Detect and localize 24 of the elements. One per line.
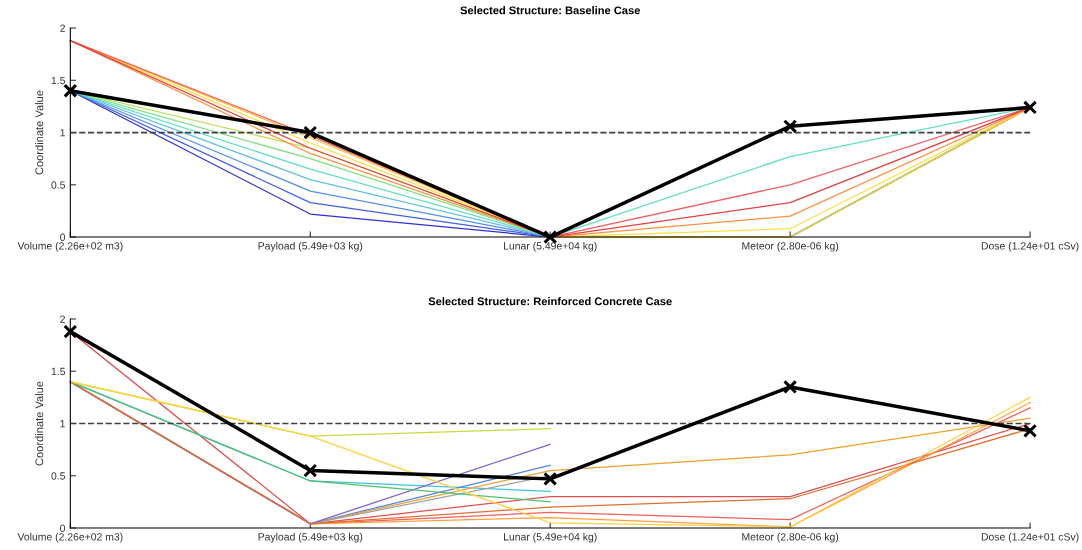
chart-title: Selected Structure: Reinforced Concrete Case [428,297,672,306]
chart-title: Selected Structure: Baseline Case [460,6,640,15]
y-tick-label: 1.5 [51,76,66,85]
x-tick-label: Lunar (5.49e+04 kg) [504,532,597,543]
x-tick-label: Lunar (5.49e+04 kg) [504,241,597,252]
x-tick-label: Dose (1.24e+01 cSv) [981,532,1079,543]
y-tick-label: 0 [60,524,66,532]
y-tick-label: 2 [60,24,65,32]
x-tick-label: Meteor (2.80e-06 kg) [742,241,839,252]
y-tick-label: 0 [60,233,66,241]
y-tick-label: 1.5 [51,367,66,376]
y-axis-title: Coordinate Value [35,381,44,466]
x-tick-label: Meteor (2.80e-06 kg) [742,532,839,543]
x-tick-label: Volume (2.26e+02 m3) [17,241,123,252]
y-tick-label: 1 [60,129,65,137]
y-tick-label: 1 [60,420,65,428]
y-tick-label: 2 [60,315,65,323]
x-tick-label: Payload (5.49e+03 kg) [258,532,363,543]
y-tick-label: 0.5 [51,181,66,189]
x-tick-label: Payload (5.49e+03 kg) [258,241,363,252]
y-tick-label: 0.5 [51,472,66,480]
x-tick-label: Dose (1.24e+01 cSv) [981,241,1079,252]
y-axis-title: Coordinate Value [35,90,44,175]
x-tick-label: Volume (2.26e+02 m3) [17,532,123,543]
